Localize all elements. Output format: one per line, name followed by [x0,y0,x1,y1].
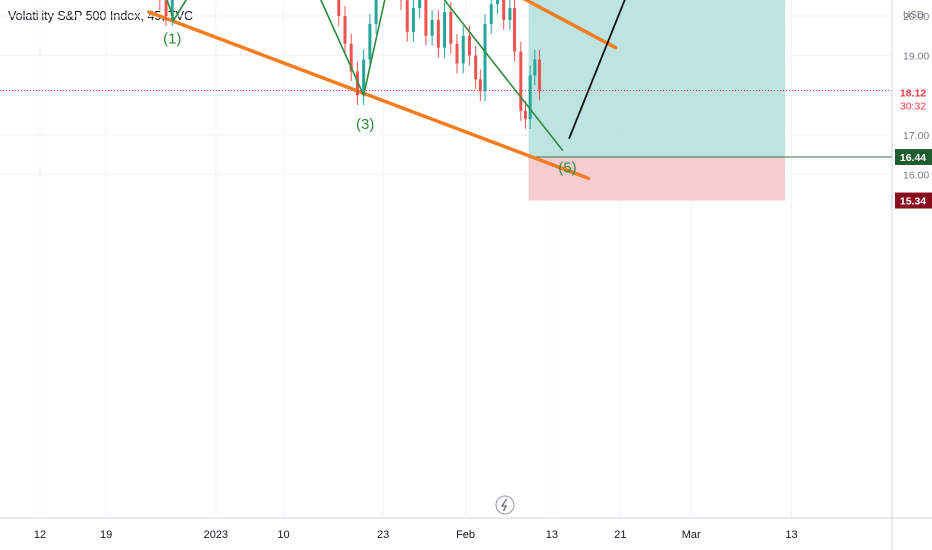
candle-body-73 [483,23,487,92]
candle-body-79 [519,51,523,112]
y-tick-0: 16.00 [903,169,929,181]
candle-body-62 [418,0,422,9]
candle-body-54 [368,23,372,60]
candle-body-74 [489,4,493,24]
x-tick-1: 19 [100,529,112,541]
price-tag-3: 15.34 [900,196,926,208]
x-tick-5: Feb [456,529,475,541]
wave-label-1: (1) [163,31,181,48]
candle-body-68 [455,43,459,64]
candle-body-81 [528,75,532,119]
channel-upper [522,0,618,50]
candle-body-82 [533,59,537,76]
candle-body-55 [374,0,378,24]
candle-body-65 [436,19,440,48]
price-tag-1: 18.12 [900,87,926,99]
candle-body-78 [513,8,517,52]
price-tag-bg-1 [895,83,932,114]
candle-body-71 [474,55,478,80]
channel-lines [147,0,618,181]
candle-body-75 [495,0,499,5]
wave-labels: (1)(2)(3)(4)(5) [163,31,577,177]
candle-body-72 [478,79,482,92]
projection-arrow [568,0,626,140]
wave-label-5: (5) [558,159,576,176]
price-series [158,0,541,129]
x-tick-6: 13 [546,529,558,541]
candle-body-60 [405,0,409,32]
y-tick-1: 17.00 [903,130,929,142]
arrow-shaft [568,0,626,140]
candle-body-22 [170,0,174,16]
flash-icon[interactable] [495,495,515,515]
loss-zone [528,156,785,201]
candle-body-61 [411,8,415,32]
price-tag-bg-2 [895,148,932,165]
x-tick-8: Mar [682,529,701,541]
candle-body-67 [449,12,453,44]
y-axis-currency: USD [903,10,924,21]
candle-body-80 [523,111,527,119]
y-tick-4: 20.00 [903,11,929,23]
candle-body-83 [537,59,541,91]
channel-lower [147,10,591,181]
flash-bolt [500,498,508,512]
candle-body-21 [164,0,168,17]
candle-body-63 [424,0,428,36]
candle-body-64 [430,19,434,36]
candle-body-49 [337,0,341,16]
x-tick-9: 13 [785,529,797,541]
candle-body-70 [467,35,471,56]
candle-body-66 [443,12,447,48]
candle-body-51 [349,43,353,72]
candle-body-77 [508,8,512,20]
price-tag-bg-3 [895,192,932,209]
candle-body-50 [343,16,347,44]
x-tick-4: 23 [377,529,389,541]
x-tick-3: 10 [277,529,289,541]
price-tag-2: 16.44 [900,152,926,164]
flash-circle[interactable] [495,495,515,515]
candle-body-76 [502,0,506,20]
price-tag-timer: 30:32 [900,100,926,112]
x-tick-7: 21 [614,529,626,541]
y-tick-3: 19.00 [903,51,929,63]
x-tick-0: 12 [34,529,46,541]
candle-body-53 [362,59,366,96]
x-tick-2: 2023 [204,529,228,541]
candle-body-52 [355,71,359,96]
wave-label-3: (3) [356,116,374,133]
candle-body-69 [461,35,465,64]
